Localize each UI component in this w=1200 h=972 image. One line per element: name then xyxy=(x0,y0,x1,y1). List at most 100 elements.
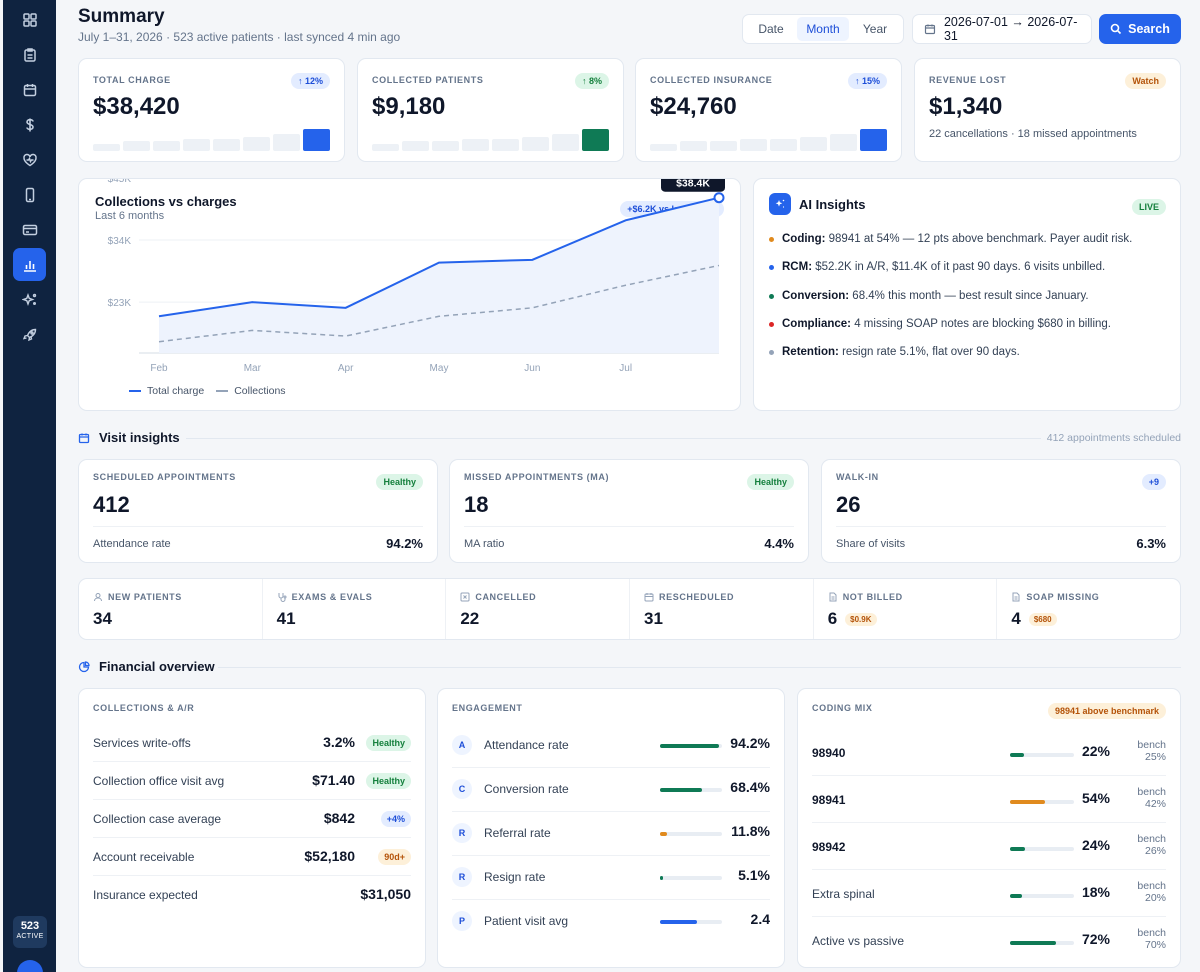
stat-cancelled[interactable]: CANCELLED 22 xyxy=(446,579,631,639)
stat-not-billed[interactable]: NOT BILLED 6 $0.9K xyxy=(814,579,998,639)
stat-new-patients[interactable]: NEW PATIENTS 34 xyxy=(79,579,263,639)
progress-bar xyxy=(660,876,722,880)
rocket-icon[interactable] xyxy=(13,318,46,351)
stat-rescheduled[interactable]: RESCHEDULED 31 xyxy=(630,579,814,639)
search-button[interactable]: Search xyxy=(1099,14,1181,44)
panel-label: COLLECTIONS & A/R xyxy=(93,703,195,713)
divider xyxy=(186,438,1041,439)
search-label: Search xyxy=(1128,22,1170,36)
status-badge: Healthy xyxy=(366,735,411,751)
tab-year[interactable]: Year xyxy=(862,22,888,36)
kpi-total-charge[interactable]: TOTAL CHARGE ↑ 12% $38,420 xyxy=(78,58,345,162)
legend-collections: Collections xyxy=(216,385,286,397)
spark-bar xyxy=(402,141,429,151)
tab-date[interactable]: Date xyxy=(758,22,784,36)
spark-bar xyxy=(860,129,887,151)
engagement-row[interactable]: P Patient visit avg 2.4 xyxy=(452,900,770,944)
walk-in-card[interactable]: WALK-IN +9 26 Share of visits 6.3% xyxy=(821,459,1181,563)
engagement-row[interactable]: C Conversion rate 68.4% xyxy=(452,768,770,812)
bar-chart-icon[interactable] xyxy=(13,248,46,281)
sparkle-icon[interactable] xyxy=(13,283,46,316)
spark-bar xyxy=(492,139,519,151)
kpi-badge: ↑ 15% xyxy=(847,73,887,89)
coding-row[interactable]: Extra spinal 18% bench 20% xyxy=(812,870,1166,917)
kpi-collected-insurance[interactable]: COLLECTED INSURANCE ↑ 15% $24,760 xyxy=(635,58,902,162)
finance-row[interactable]: Collection case average $842 +4% xyxy=(93,800,411,838)
spark-bar xyxy=(432,141,459,151)
progress-fill xyxy=(660,920,697,924)
coding-row[interactable]: 98942 24% bench 26% xyxy=(812,823,1166,870)
engagement-row[interactable]: R Resign rate 5.1% xyxy=(452,856,770,900)
divider xyxy=(218,667,1181,668)
stat-soap-missing[interactable]: SOAP MISSING 4 $680 xyxy=(997,579,1180,639)
row-value: 5.1% xyxy=(738,867,770,883)
financial-overview-heading: Financial overview xyxy=(78,659,215,674)
ai-sparkle-icon xyxy=(769,193,791,215)
missed-appointments-card[interactable]: MISSED APPOINTMENTS (MA) Healthy 18 MA r… xyxy=(449,459,809,563)
card-icon[interactable] xyxy=(13,213,46,246)
avatar[interactable]: DM xyxy=(17,960,43,972)
card-sub-value: 6.3% xyxy=(1136,536,1166,551)
engagement-row[interactable]: A Attendance rate 94.2% xyxy=(452,724,770,768)
kpi-badge: ↑ 12% xyxy=(290,73,330,89)
progress-fill xyxy=(660,876,663,880)
row-value: 54% xyxy=(1081,790,1110,806)
chart-legend: Total charge Collections xyxy=(129,385,286,397)
stat-label: CANCELLED xyxy=(460,592,536,602)
finance-row[interactable]: Services write-offs 3.2% Healthy xyxy=(93,724,411,762)
scheduled-appointments-card[interactable]: SCHEDULED APPOINTMENTS Healthy 412 Atten… xyxy=(78,459,438,563)
row-label: Collection case average xyxy=(93,812,222,826)
clipboard-icon[interactable] xyxy=(13,38,46,71)
spark-bar xyxy=(93,144,120,151)
chart-subtitle: Last 6 months xyxy=(95,210,165,222)
progress-fill xyxy=(1010,800,1045,804)
finance-row[interactable]: Insurance expected $31,050 xyxy=(93,876,411,914)
coding-row[interactable]: 98940 22% bench 25% xyxy=(812,729,1166,776)
chart-callout-bg xyxy=(661,179,725,192)
chart-callout: $38.4K xyxy=(676,179,710,190)
benchmark: bench 25% xyxy=(1137,739,1166,763)
calendar-icon xyxy=(644,593,654,602)
collections-rows: Services write-offs 3.2% Healthy Collection… xyxy=(79,724,425,967)
dashboard-icon[interactable] xyxy=(13,3,46,36)
spark-bar xyxy=(372,144,399,151)
spark-bar xyxy=(243,137,270,151)
stat-value: 41 xyxy=(277,609,296,629)
coding-row[interactable]: 98941 54% bench 42% xyxy=(812,776,1166,823)
stat-value: 34 xyxy=(93,609,112,629)
engagement-row[interactable]: R Referral rate 11.8% xyxy=(452,812,770,856)
date-range-picker[interactable]: 2026-07-01 → 2026-07-31 xyxy=(912,14,1092,44)
stat-value-text: 31 xyxy=(644,609,663,628)
spark-bar xyxy=(830,134,857,151)
benchmark: bench 26% xyxy=(1137,833,1166,857)
active-label: ACTIVE xyxy=(16,933,44,940)
divider xyxy=(836,526,1166,527)
coding-row[interactable]: Active vs passive 72% bench 70% xyxy=(812,917,1166,964)
finance-row[interactable]: Account receivable $52,180 90d+ xyxy=(93,838,411,876)
kpi-revenue-lost[interactable]: REVENUE LOST Watch $1,340 22 cancellatio… xyxy=(914,58,1181,162)
kpi-badge: ↑ 8% xyxy=(574,73,609,89)
kpi-sparkline xyxy=(93,127,331,151)
progress-bar xyxy=(1010,941,1074,945)
card-label: SCHEDULED APPOINTMENTS xyxy=(93,472,236,482)
doc-icon xyxy=(829,592,837,602)
card-sub-value: 4.4% xyxy=(764,536,794,551)
card-sub-label: Share of visits xyxy=(836,538,906,550)
tab-month[interactable]: Month xyxy=(797,17,849,41)
cancel-icon xyxy=(460,592,470,602)
progress-bar xyxy=(660,744,722,748)
phone-icon[interactable] xyxy=(13,178,46,211)
dollar-icon[interactable] xyxy=(13,108,46,141)
calendar-icon[interactable] xyxy=(13,73,46,106)
stat-label: RESCHEDULED xyxy=(644,592,734,602)
stat-exams-evals[interactable]: EXAMS & EVALS 41 xyxy=(263,579,447,639)
total-charge-point[interactable] xyxy=(713,192,725,204)
kpi-label: COLLECTED PATIENTS xyxy=(372,75,484,85)
spark-bar xyxy=(123,141,150,151)
user-icon xyxy=(94,593,102,602)
kpi-collected-patients[interactable]: COLLECTED PATIENTS ↑ 8% $9,180 xyxy=(357,58,624,162)
finance-row[interactable]: Collection office visit avg $71.40 Healthy xyxy=(93,762,411,800)
heart-icon[interactable] xyxy=(13,143,46,176)
row-letter-avatar: C xyxy=(452,779,472,799)
stat-label: SOAP MISSING xyxy=(1011,592,1099,602)
